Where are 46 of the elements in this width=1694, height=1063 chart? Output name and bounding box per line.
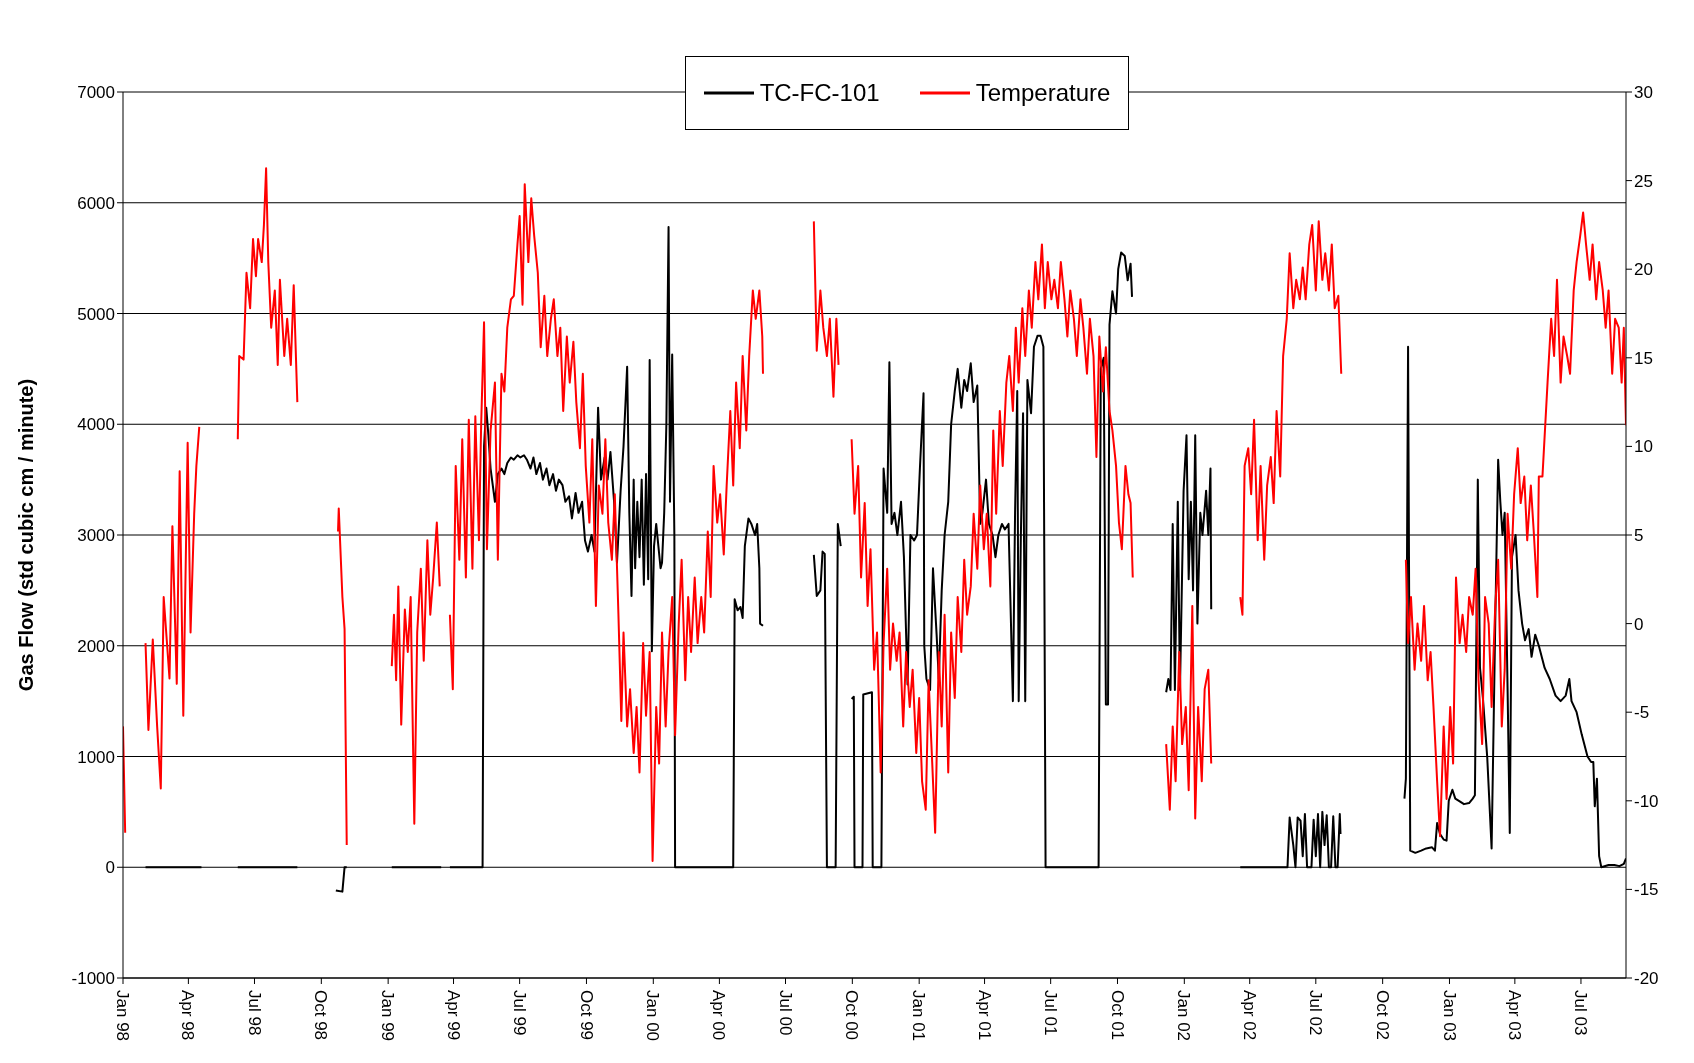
y-tick-label: 2000 (77, 636, 115, 656)
y2-tick-label: 25 (1634, 171, 1653, 191)
x-tick-label: Oct 98 (311, 990, 331, 1041)
y2-tick-label: 5 (1634, 526, 1644, 546)
x-tick-label: Jul 00 (775, 990, 795, 1036)
x-tick-label: Apr 01 (974, 990, 994, 1041)
x-tick-label: Jan 99 (378, 990, 398, 1042)
y2-tick-label: 0 (1634, 614, 1644, 634)
x-tick-label: Jul 01 (1040, 990, 1060, 1036)
x-tick-label: Oct 01 (1107, 990, 1127, 1041)
x-tick-label: Apr 00 (709, 990, 729, 1041)
y-tick-label: 7000 (77, 83, 115, 103)
x-tick-label: Jul 98 (244, 990, 264, 1036)
y-tick-label: -1000 (71, 969, 115, 989)
y2-tick-label: -20 (1634, 969, 1659, 989)
x-tick-label: Jan 02 (1174, 990, 1194, 1042)
y-tick-label: 3000 (77, 526, 115, 546)
x-tick-label: Jul 02 (1305, 990, 1325, 1036)
y2-tick-label: -5 (1634, 703, 1650, 723)
x-tick-label: Apr 98 (178, 990, 198, 1041)
x-tick-label: Apr 02 (1239, 990, 1259, 1041)
x-tick-label: Oct 99 (576, 990, 596, 1041)
y-tick-label: 0 (105, 858, 115, 878)
x-tick-label: Oct 02 (1372, 990, 1392, 1041)
x-tick-label: Jul 99 (509, 990, 529, 1036)
x-tick-label: Jan 00 (643, 990, 663, 1042)
y-axis-title: Gas Flow (std cubic cm / minute) (15, 378, 38, 692)
x-tick-label: Jul 03 (1571, 990, 1591, 1036)
legend-label: Temperature (975, 79, 1111, 107)
x-tick-label: Apr 99 (443, 990, 463, 1041)
y-tick-label: 4000 (77, 415, 115, 435)
y2-tick-label: -10 (1634, 791, 1659, 811)
y2-tick-label: 30 (1634, 83, 1653, 103)
y-tick-label: 5000 (77, 304, 115, 324)
x-tick-label: Apr 03 (1504, 990, 1524, 1041)
y-tick-label: 1000 (77, 747, 115, 767)
legend-label: TC-FC-101 (759, 79, 880, 107)
y2-tick-label: 15 (1634, 348, 1653, 368)
x-tick-label: Oct 00 (842, 990, 862, 1041)
y2-tick-label: 20 (1634, 260, 1653, 280)
y2-tick-label: -15 (1634, 880, 1659, 900)
y2-tick-label: 10 (1634, 437, 1653, 457)
x-tick-label: Jan 01 (909, 990, 929, 1042)
x-tick-label: Jan 98 (113, 990, 133, 1042)
x-tick-label: Jan 03 (1439, 990, 1459, 1042)
y-tick-label: 6000 (77, 193, 115, 213)
